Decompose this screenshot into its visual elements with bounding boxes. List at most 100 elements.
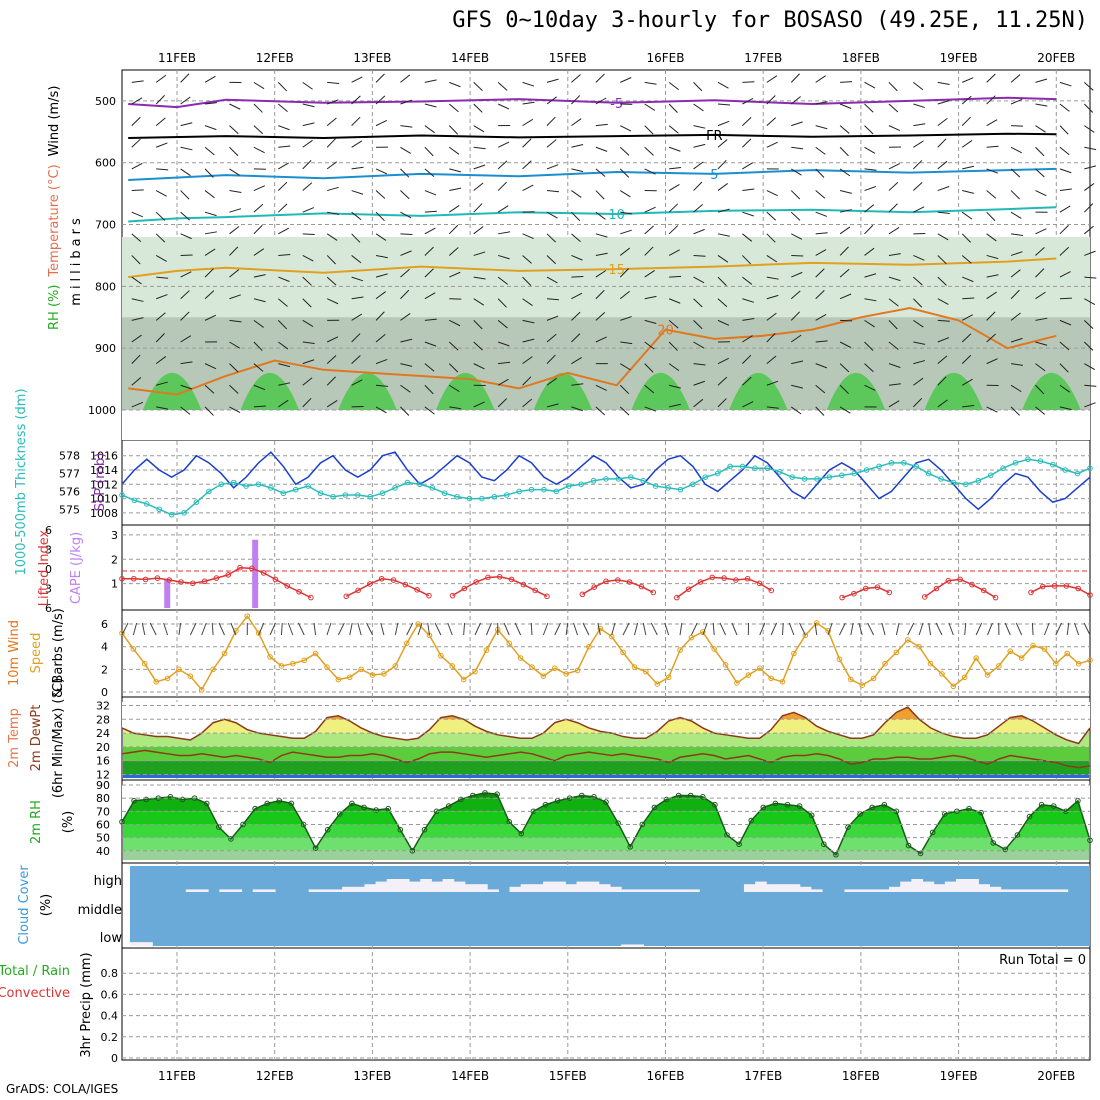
cloud-high-bar (933, 884, 946, 892)
rh-green-patch (533, 372, 593, 410)
wind-barb (253, 248, 265, 256)
surface-wind-barb (1043, 622, 1050, 636)
cloud-high-bar (643, 889, 656, 892)
wind-barb (497, 319, 508, 329)
lifted-index-series-point (544, 593, 550, 600)
wind-barb (522, 398, 533, 408)
wind-barb (668, 225, 679, 235)
wind-barb (1084, 81, 1094, 91)
wind-barb (668, 203, 679, 213)
surface-wind-barb (948, 622, 954, 636)
wind-barb (498, 361, 511, 365)
isotherm-line (128, 206, 1057, 223)
wind-barb (277, 82, 288, 92)
wind-barb (1010, 74, 1021, 83)
wind-barb (351, 211, 362, 221)
wind-barb (497, 341, 510, 347)
surface-wind-barb (759, 622, 766, 636)
surface-wind-barb (770, 622, 777, 636)
temperature-series-line (121, 706, 1091, 745)
cloud-low-bar (141, 942, 153, 946)
slp-series-line (121, 451, 1091, 511)
wind-barb (155, 333, 165, 343)
wind-speed-series-point (893, 649, 900, 656)
wind-barb (375, 233, 387, 241)
rh-series-point (772, 800, 779, 807)
wind-barb (1010, 384, 1022, 393)
rh-series-point (784, 801, 791, 808)
lifted-index-series-point (674, 594, 680, 601)
wind-barb (473, 226, 484, 235)
wind-barb (742, 318, 755, 321)
wind-barb (668, 341, 678, 351)
wind-barb (449, 168, 462, 173)
wind-barb (424, 318, 437, 321)
wind-barb (546, 333, 557, 343)
surface-wind-barb (858, 622, 863, 636)
wind-barb (448, 125, 459, 135)
pressure-tick-label: 900 (95, 342, 116, 355)
wind-barb (156, 406, 169, 410)
wind-barb (864, 298, 877, 302)
rh-series-point (373, 807, 379, 813)
wind-barb (986, 358, 998, 365)
temp-mask (122, 702, 1090, 744)
cloud-high-bar (353, 886, 365, 892)
wind-barb (131, 354, 141, 364)
wind-barb (253, 185, 266, 192)
wind-barb (595, 168, 606, 177)
wind-barb (400, 289, 410, 300)
rh-series-point (1050, 803, 1057, 809)
cloud-high-bar (464, 884, 477, 892)
wind-barb (717, 255, 729, 263)
cloud-high-bar (889, 886, 901, 892)
wind-speed-series-point (745, 672, 752, 678)
cloud-level-label: low (100, 931, 123, 946)
wind-barb (864, 204, 875, 213)
cloud-high-bar (330, 889, 343, 892)
wind-barb (131, 377, 142, 386)
rh-series-point (978, 809, 984, 816)
lifted-index-series-line (676, 576, 772, 599)
wind-barb (864, 273, 877, 278)
cloud-high-bar (632, 889, 644, 892)
thickness-series-line (121, 458, 1091, 516)
lifted-index-series-point (496, 574, 503, 580)
wind-barb (326, 355, 337, 365)
wind-barb (375, 254, 388, 259)
cape-bar (252, 539, 259, 608)
wind-speed-series-point (916, 643, 922, 650)
rh-series-point (216, 824, 222, 830)
cloud-low-bar (130, 942, 142, 946)
thickness-series-point (677, 486, 684, 493)
wind-barb (424, 363, 435, 372)
wind-barb (888, 276, 901, 282)
wind-barb (131, 80, 144, 83)
wind-barb (888, 82, 898, 92)
cloud-high-bar (1023, 889, 1035, 892)
wind-barb (449, 81, 461, 88)
panel-frame-precip (121, 947, 1091, 1061)
rh-series-point (458, 796, 464, 803)
wind-barb (400, 168, 410, 178)
cloud-ylabel-1: Cloud Cover (17, 865, 32, 945)
wind-barb (375, 273, 388, 278)
wind-barb (180, 311, 190, 321)
wind-barb (571, 357, 582, 365)
cloud-high-bar (565, 884, 578, 892)
wind-barb (351, 355, 361, 365)
wind-speed-series-point (1053, 660, 1059, 667)
wind-barb (424, 341, 437, 347)
wind-barb (693, 103, 704, 112)
wind-barb (1084, 298, 1096, 305)
wind-speed-series-point (1064, 650, 1071, 657)
rh-series-point (615, 820, 621, 826)
wind-speed-series-point (734, 680, 740, 686)
wind-barb (571, 254, 583, 261)
wind-barb (668, 146, 681, 152)
cloud-high-bar (442, 879, 455, 892)
wind-barb (473, 276, 486, 280)
wind-barb (302, 359, 315, 365)
thickness-series-point (776, 468, 783, 475)
surface-wind-barb (719, 622, 727, 636)
